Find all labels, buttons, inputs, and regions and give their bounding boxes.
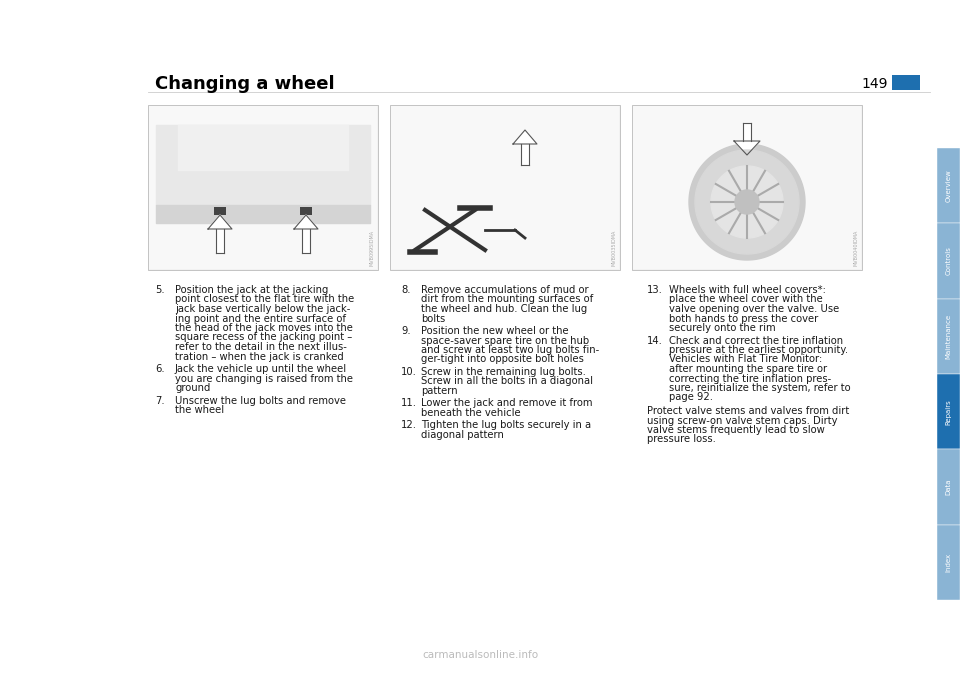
Text: Maintenance: Maintenance (946, 314, 951, 359)
Text: Screw in the remaining lug bolts.: Screw in the remaining lug bolts. (421, 367, 586, 377)
Text: Controls: Controls (946, 247, 951, 275)
Bar (937, 299, 960, 374)
Text: Check and correct the tire inflation: Check and correct the tire inflation (669, 336, 843, 346)
Text: square recess of the jacking point –: square recess of the jacking point – (175, 332, 352, 342)
Text: Remove accumulations of mud or: Remove accumulations of mud or (421, 285, 588, 295)
Bar (148, 105, 378, 270)
Bar (391, 106, 619, 269)
Text: sure, reinitialize the system, refer to: sure, reinitialize the system, refer to (669, 383, 851, 393)
Text: place the wheel cover with the: place the wheel cover with the (669, 294, 823, 304)
Text: 12.: 12. (401, 420, 417, 431)
Bar (390, 105, 620, 270)
Text: ger-tight into opposite bolt holes: ger-tight into opposite bolt holes (421, 355, 584, 365)
Bar (937, 525, 960, 600)
Text: MVB0995IDMA: MVB0995IDMA (370, 230, 375, 266)
Text: jack base vertically below the jack-: jack base vertically below the jack- (175, 304, 350, 314)
Text: correcting the tire inflation pres-: correcting the tire inflation pres- (669, 374, 831, 384)
Text: 14.: 14. (647, 336, 662, 346)
Bar (633, 106, 861, 269)
Bar (937, 374, 960, 450)
Text: 9.: 9. (401, 326, 411, 336)
Text: Index: Index (946, 553, 951, 572)
Text: after mounting the spare tire or: after mounting the spare tire or (669, 364, 828, 374)
Polygon shape (695, 150, 799, 254)
Bar (937, 223, 960, 299)
Text: 10.: 10. (401, 367, 417, 377)
Text: valve opening over the valve. Use: valve opening over the valve. Use (669, 304, 839, 314)
Bar (149, 106, 377, 269)
Text: Overview: Overview (946, 170, 951, 202)
Polygon shape (689, 144, 805, 260)
Text: the wheel: the wheel (175, 405, 224, 415)
Text: Data: Data (946, 479, 951, 495)
Text: dirt from the mounting surfaces of: dirt from the mounting surfaces of (421, 294, 593, 304)
Text: MVB0040IDMA: MVB0040IDMA (854, 230, 859, 266)
Text: Position the new wheel or the: Position the new wheel or the (421, 326, 568, 336)
Bar (632, 105, 862, 270)
Text: Jack the vehicle up until the wheel: Jack the vehicle up until the wheel (175, 364, 348, 374)
Text: beneath the vehicle: beneath the vehicle (421, 408, 520, 418)
Text: ground: ground (175, 383, 210, 393)
Text: Wheels with full wheel covers*:: Wheels with full wheel covers*: (669, 285, 826, 295)
Text: Position the jack at the jacking: Position the jack at the jacking (175, 285, 328, 295)
Polygon shape (294, 215, 318, 229)
Text: 11.: 11. (401, 399, 417, 409)
Bar (937, 148, 960, 223)
Text: tration – when the jack is cranked: tration – when the jack is cranked (175, 351, 344, 361)
Text: Screw in all the bolts in a diagonal: Screw in all the bolts in a diagonal (421, 376, 593, 386)
Text: bolts: bolts (421, 313, 445, 323)
Text: Unscrew the lug bolts and remove: Unscrew the lug bolts and remove (175, 395, 346, 405)
Text: point closest to the flat tire with the: point closest to the flat tire with the (175, 294, 354, 304)
Polygon shape (735, 190, 759, 214)
Text: 7.: 7. (155, 395, 164, 405)
Text: pressure at the earliest opportunity.: pressure at the earliest opportunity. (669, 345, 848, 355)
Text: 149: 149 (861, 77, 888, 91)
Text: 13.: 13. (647, 285, 662, 295)
Bar (300, 207, 312, 215)
Text: 6.: 6. (155, 364, 164, 374)
Text: Lower the jack and remove it from: Lower the jack and remove it from (421, 399, 592, 409)
Polygon shape (734, 141, 760, 155)
Text: 8.: 8. (401, 285, 411, 295)
Text: space-saver spare tire on the hub: space-saver spare tire on the hub (421, 336, 589, 346)
Text: diagonal pattern: diagonal pattern (421, 430, 504, 440)
Text: the wheel and hub. Clean the lug: the wheel and hub. Clean the lug (421, 304, 588, 314)
Text: Vehicles with Flat Tire Monitor:: Vehicles with Flat Tire Monitor: (669, 355, 823, 365)
Bar (892, 75, 920, 90)
Text: carmanualsonline.info: carmanualsonline.info (422, 650, 538, 660)
Text: 5.: 5. (155, 285, 164, 295)
Text: Tighten the lug bolts securely in a: Tighten the lug bolts securely in a (421, 420, 591, 431)
Text: using screw-on valve stem caps. Dirty: using screw-on valve stem caps. Dirty (647, 416, 837, 426)
Polygon shape (711, 166, 783, 238)
Text: page 92.: page 92. (669, 393, 713, 403)
Text: you are changing is raised from the: you are changing is raised from the (175, 374, 353, 384)
Bar (214, 207, 226, 215)
Text: pattern: pattern (421, 386, 458, 396)
Text: Protect valve stems and valves from dirt: Protect valve stems and valves from dirt (647, 406, 850, 416)
Bar (937, 450, 960, 525)
Text: Repairs: Repairs (946, 399, 951, 424)
Text: and screw at least two lug bolts fin-: and screw at least two lug bolts fin- (421, 345, 599, 355)
Text: pressure loss.: pressure loss. (647, 435, 716, 445)
Text: the head of the jack moves into the: the head of the jack moves into the (175, 323, 353, 333)
Text: Changing a wheel: Changing a wheel (155, 75, 335, 93)
Polygon shape (513, 130, 537, 144)
Text: ing point and the entire surface of: ing point and the entire surface of (175, 313, 346, 323)
Text: valve stems frequently lead to slow: valve stems frequently lead to slow (647, 425, 825, 435)
Text: MVB0035IDMA: MVB0035IDMA (612, 230, 617, 266)
Text: both hands to press the cover: both hands to press the cover (669, 313, 818, 323)
Text: securely onto the rim: securely onto the rim (669, 323, 776, 333)
Text: refer to the detail in the next illus-: refer to the detail in the next illus- (175, 342, 347, 352)
Polygon shape (208, 215, 232, 229)
